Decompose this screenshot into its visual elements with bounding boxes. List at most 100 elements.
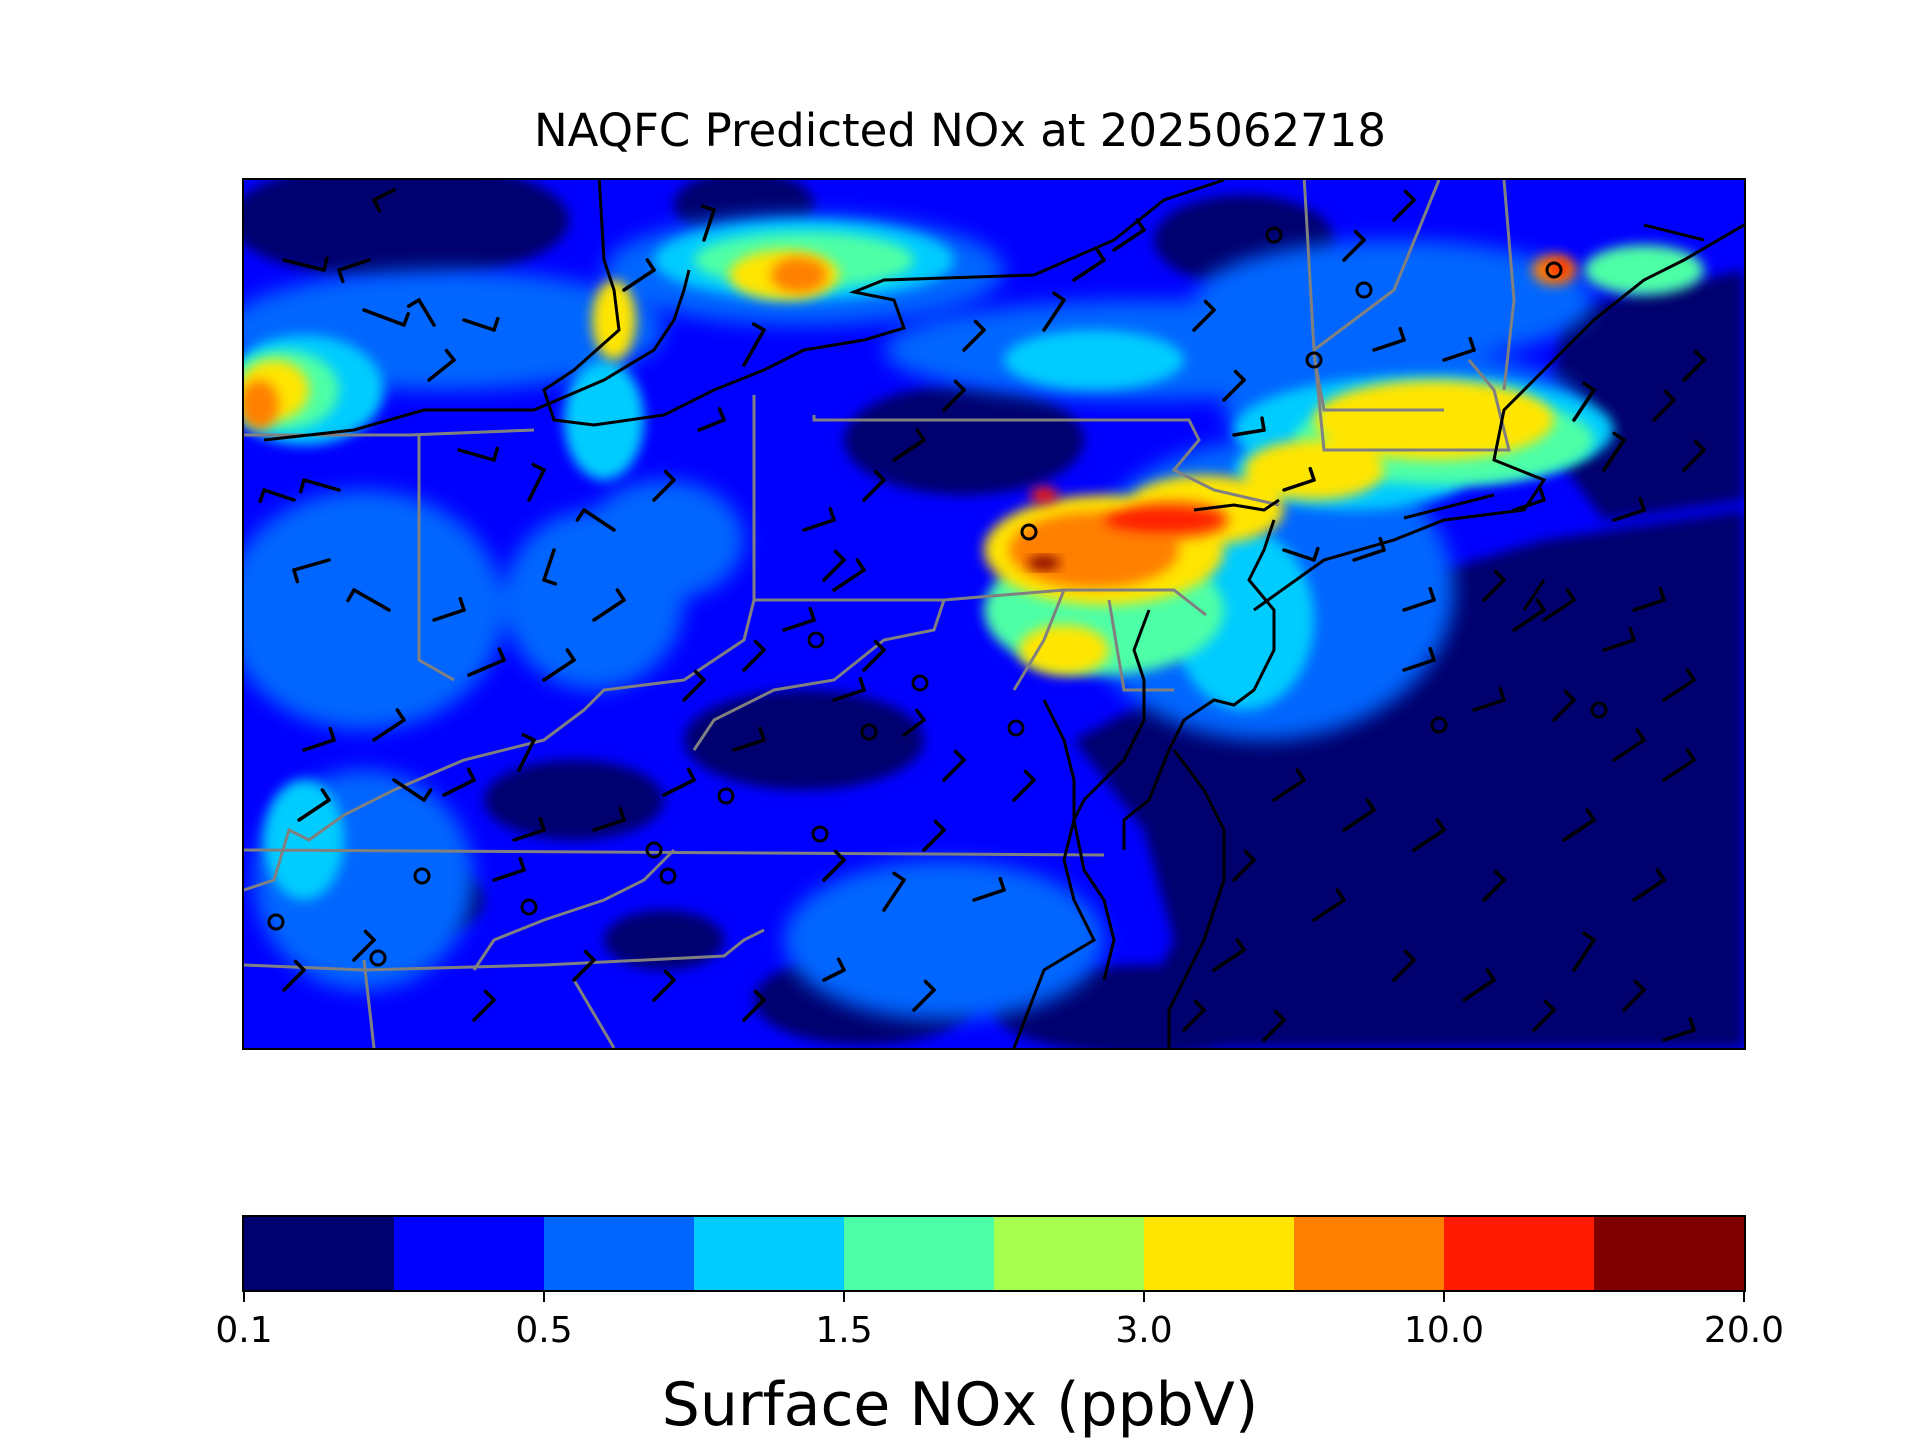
wind-barb xyxy=(697,418,726,432)
wind-barb xyxy=(1262,1018,1286,1042)
wind-barb-flag xyxy=(855,558,866,572)
wind-barb xyxy=(1472,698,1506,712)
wind-barb-flag xyxy=(953,749,966,762)
observation-site-marker xyxy=(645,841,663,859)
wind-barb xyxy=(372,718,406,742)
wind-barb-flag xyxy=(346,588,356,603)
wind-barb xyxy=(292,558,331,572)
wind-barb xyxy=(1192,308,1216,332)
wind-barb xyxy=(1632,878,1666,902)
colorbar-bin xyxy=(994,1217,1144,1290)
observation-site-marker xyxy=(1355,281,1373,299)
observation-site-marker xyxy=(811,825,829,843)
wind-barb xyxy=(1542,598,1576,622)
wind-barb xyxy=(1482,878,1506,902)
wind-barb xyxy=(1312,898,1346,922)
wind-barb xyxy=(542,548,556,582)
wind-barb-flag xyxy=(1563,689,1576,702)
wind-barb xyxy=(1572,938,1596,972)
observation-site-marker xyxy=(1545,261,1563,279)
observation-site-marker xyxy=(860,723,878,741)
wind-barb xyxy=(1662,678,1696,702)
wind-barb xyxy=(912,988,936,1012)
wind-barb-flag xyxy=(700,204,716,212)
wind-barb-flag xyxy=(933,819,946,832)
colorbar-tick-mark xyxy=(843,1290,845,1302)
wind-barb-flag xyxy=(1498,686,1506,702)
observation-site-marker xyxy=(1020,523,1038,541)
wind-barb xyxy=(682,678,706,702)
wind-barb xyxy=(902,718,926,737)
wind-barb xyxy=(372,188,396,202)
wind-barb-flag xyxy=(1612,431,1626,442)
wind-barb xyxy=(262,488,296,502)
wind-barb xyxy=(1662,1028,1696,1042)
wind-barb xyxy=(862,478,886,502)
wind-barb-flag xyxy=(1688,1016,1696,1032)
wind-barb xyxy=(702,208,716,242)
wind-barb xyxy=(822,968,846,982)
map-title: NAQFC Predicted NOx at 2025062718 xyxy=(533,104,1387,157)
wind-barb xyxy=(1612,738,1646,762)
wind-barb xyxy=(882,878,906,912)
colorbar-bin xyxy=(1594,1217,1744,1290)
wind-barb xyxy=(1372,338,1406,352)
wind-barb xyxy=(492,868,526,882)
wind-barb-flag xyxy=(1468,336,1476,352)
observation-sites xyxy=(267,226,1608,967)
wind-barb-flag xyxy=(973,319,986,332)
wind-barb-flag xyxy=(1663,389,1676,402)
wind-barb xyxy=(1532,1008,1556,1032)
wind-barb-flag xyxy=(836,957,846,972)
wind-barb xyxy=(1012,778,1036,802)
wind-barb-flag xyxy=(518,856,526,872)
colorbar-title: Surface NOx (ppbV) xyxy=(661,1370,1259,1440)
wind-barb-flag xyxy=(1428,586,1436,602)
wind-barb-flag xyxy=(1658,586,1666,602)
wind-barb-flag xyxy=(565,648,576,662)
wind-barb xyxy=(1342,808,1376,832)
wind-barb-flag xyxy=(1398,326,1406,342)
wind-barb xyxy=(527,468,546,502)
wind-barb-flag xyxy=(833,549,846,562)
wind-barb xyxy=(942,388,966,412)
wind-barb-flag xyxy=(1493,869,1506,882)
wind-barb-flag xyxy=(1685,668,1696,682)
wind-barb xyxy=(972,888,1006,902)
wind-barb-flag xyxy=(751,322,766,332)
wind-barb-flag xyxy=(1403,189,1416,202)
wind-barb-flag xyxy=(1023,769,1036,782)
colorbar-bin xyxy=(844,1217,994,1290)
wind-barb xyxy=(457,448,496,462)
wind-barbs xyxy=(258,188,1706,1042)
observation-site-marker xyxy=(1590,701,1608,719)
wind-barb-flag xyxy=(1403,949,1416,962)
wind-barb xyxy=(862,648,886,672)
colorbar-tick-label: 1.5 xyxy=(815,1310,873,1351)
wind-barb-flag xyxy=(1582,381,1596,392)
wind-barb-flag xyxy=(1353,229,1366,242)
wind-barb-flag xyxy=(458,596,466,612)
wind-barb-flag xyxy=(402,312,410,327)
wind-barb xyxy=(282,258,326,272)
wind-barb xyxy=(1572,388,1596,422)
wind-barb xyxy=(427,358,456,382)
wind-barb-flag xyxy=(422,788,433,802)
wind-barb xyxy=(1392,198,1416,222)
wind-barb-flag xyxy=(542,578,558,586)
wind-barb-flag xyxy=(663,469,676,482)
wind-barb-flag xyxy=(1312,546,1320,562)
observation-site-marker xyxy=(413,867,431,885)
wind-barb xyxy=(472,998,496,1022)
wind-barb-flag xyxy=(1685,748,1696,762)
coastlines xyxy=(263,180,1744,1048)
state-boundaries xyxy=(244,180,1516,1048)
wind-barb xyxy=(1112,228,1146,252)
wind-barb xyxy=(622,268,656,292)
wind-barb-flag xyxy=(322,256,329,272)
colorbar-bin xyxy=(544,1217,694,1290)
colorbar-bin xyxy=(1444,1217,1594,1290)
wind-barb-flag xyxy=(1335,888,1346,902)
wind-barb-flag xyxy=(1378,536,1386,552)
wind-barb xyxy=(1182,1008,1206,1032)
